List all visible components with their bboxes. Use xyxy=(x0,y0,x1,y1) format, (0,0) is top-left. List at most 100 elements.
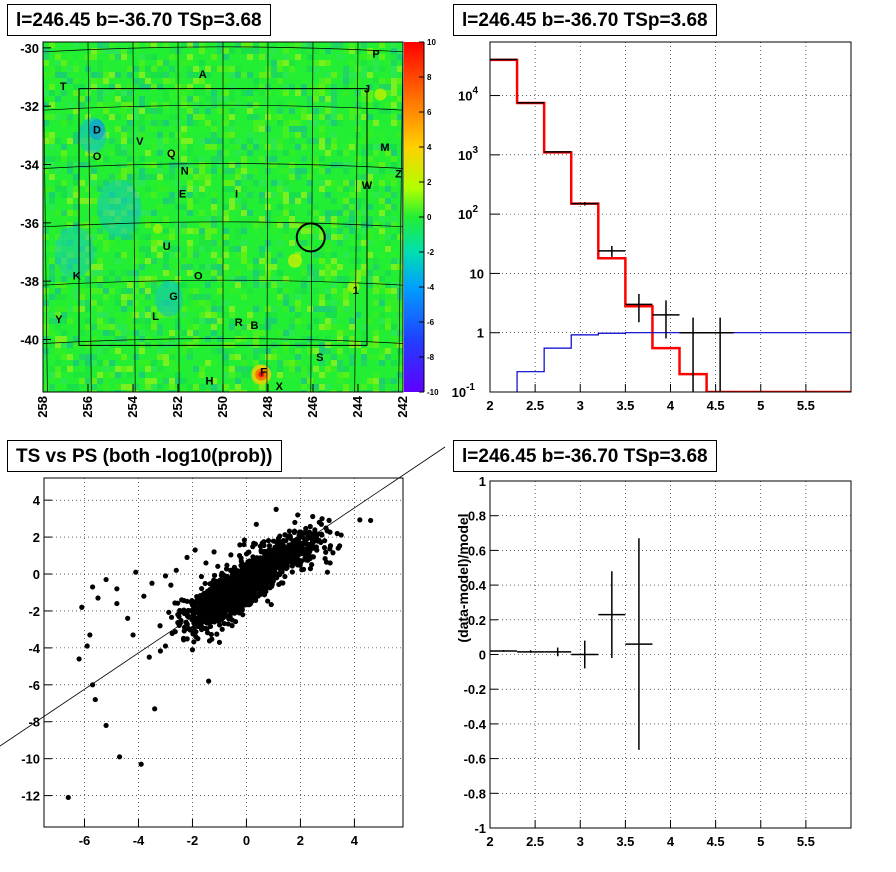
scatter-point xyxy=(192,608,198,614)
scatter-point xyxy=(162,643,169,649)
scatter-point xyxy=(211,549,217,555)
scatter-frame xyxy=(43,477,404,828)
scatter-point xyxy=(95,595,101,601)
spectrum-ytick-label: 104 xyxy=(458,86,478,104)
scatter-xtick-label: -6 xyxy=(79,833,91,848)
skymap-xtick-label: 246 xyxy=(305,396,320,418)
skymap-source-label: K xyxy=(73,270,81,282)
skymap-source-label: W xyxy=(362,180,373,192)
residual-xtick-label: 2.5 xyxy=(526,834,544,849)
residual-ytick-label: -0.2 xyxy=(464,682,486,697)
skymap-source-label: P xyxy=(372,49,379,61)
scatter-point xyxy=(203,560,209,566)
scatter-point xyxy=(168,582,174,588)
skymap-source-label: L xyxy=(152,311,159,323)
residual-title: l=246.45 b=-36.70 TSp=3.68 xyxy=(453,440,717,472)
skymap-source-label: R xyxy=(235,317,243,329)
scatter-point xyxy=(138,761,144,767)
skymap-source-label: V xyxy=(136,136,144,148)
skymap-source-label: D xyxy=(93,125,101,137)
skymap-source-label: N xyxy=(181,165,189,177)
residual-xtick-label: 4 xyxy=(667,834,675,849)
spectrum-xtick-label: 4.5 xyxy=(707,398,725,413)
scatter-point xyxy=(184,554,190,561)
skymap-ytick-label: -38 xyxy=(20,274,39,289)
skymap-source-label: U xyxy=(163,241,171,253)
scatter-point xyxy=(89,682,96,688)
scatter-point xyxy=(157,623,163,629)
skymap-source-label: B xyxy=(251,320,259,332)
scatter-point xyxy=(141,593,147,599)
skymap-source-label: Y xyxy=(55,314,63,326)
scatter-point xyxy=(76,656,82,662)
scatter-point xyxy=(114,586,120,592)
scatter-xtick-label: 2 xyxy=(297,833,304,848)
scatter-ytick-label: -8 xyxy=(28,715,40,730)
colorbar-tick-label: -4 xyxy=(427,283,435,292)
skymap-ytick-label: -30 xyxy=(20,41,39,56)
skymap-candidate-circle xyxy=(295,222,326,253)
skymap-roi-boundary xyxy=(78,88,368,346)
colorbar-tick-label: -10 xyxy=(427,388,439,397)
scatter-point xyxy=(133,569,139,575)
scatter-point xyxy=(89,584,96,590)
skymap-ytick-label: -36 xyxy=(20,216,39,231)
skymap-ytick-label: -40 xyxy=(20,333,39,348)
residual-xtick-label: 2 xyxy=(486,834,493,849)
scatter-point xyxy=(335,545,341,551)
scatter-point xyxy=(316,519,322,525)
colorbar-tick-label: -6 xyxy=(427,318,435,327)
scatter-point xyxy=(162,573,169,579)
scatter-xtick-label: 0 xyxy=(243,833,250,848)
scatter-point xyxy=(149,580,155,586)
spectrum-title: l=246.45 b=-36.70 TSp=3.68 xyxy=(453,4,717,36)
spectrum-ytick-label: 102 xyxy=(458,204,478,222)
skymap-source-label: F xyxy=(260,367,267,379)
spectrum-xtick-label: 2 xyxy=(486,398,493,413)
scatter-point xyxy=(195,636,201,642)
skymap-xtick-label: 244 xyxy=(350,395,365,417)
scatter-point xyxy=(87,632,93,638)
skymap-xtick-label: 258 xyxy=(35,396,50,418)
skymap-source-label: G xyxy=(169,291,178,303)
colorbar-tick-label: 8 xyxy=(427,73,432,82)
scatter-xtick-label: -2 xyxy=(187,833,199,848)
scatter-plot xyxy=(44,478,403,827)
skymap-source-label: Q xyxy=(167,148,176,160)
spectrum-source-line xyxy=(516,332,851,392)
residual-ytick-label: 0.4 xyxy=(468,578,487,593)
scatter-ytick-label: -6 xyxy=(28,678,40,693)
scatter-xtick-label: 4 xyxy=(351,833,359,848)
spectrum-xtick-label: 5 xyxy=(757,398,764,413)
scatter-point xyxy=(192,547,198,553)
residual-ytick-label: -0.6 xyxy=(464,752,486,767)
skymap-source-label: 1 xyxy=(353,285,359,297)
scatter-point xyxy=(65,794,71,801)
colorbar-tick-label: 4 xyxy=(427,143,432,152)
scatter-ytick-label: 2 xyxy=(33,530,40,545)
skymap-source-label: A xyxy=(199,69,207,81)
scatter-point xyxy=(324,569,331,575)
scatter-ytick-label: 4 xyxy=(33,493,41,508)
residual-ytick-label: -1 xyxy=(474,821,486,836)
spectrum-xtick-label: 3.5 xyxy=(616,398,634,413)
scatter-point xyxy=(103,722,109,729)
spectrum-ytick-label: 10-1 xyxy=(452,382,476,400)
skymap-xtick-label: 248 xyxy=(260,396,275,418)
scatter-point xyxy=(146,654,152,660)
residual-ytick-label: 0.8 xyxy=(468,509,486,524)
scatter-point xyxy=(130,632,136,638)
skymap-xtick-label: 254 xyxy=(125,395,140,417)
residual-xtick-label: 4.5 xyxy=(707,834,725,849)
scatter-ytick-label: -2 xyxy=(28,604,40,619)
skymap-ytick-label: -34 xyxy=(20,158,40,173)
scatter-point xyxy=(176,613,182,620)
scatter-point xyxy=(84,643,90,649)
scatter-diagonal-line xyxy=(0,446,446,747)
skymap-source-label: H xyxy=(206,375,214,387)
scatter-point xyxy=(103,576,109,583)
scatter-point xyxy=(92,696,98,703)
residual-xtick-label: 3.5 xyxy=(616,834,634,849)
scatter-point xyxy=(125,615,131,621)
